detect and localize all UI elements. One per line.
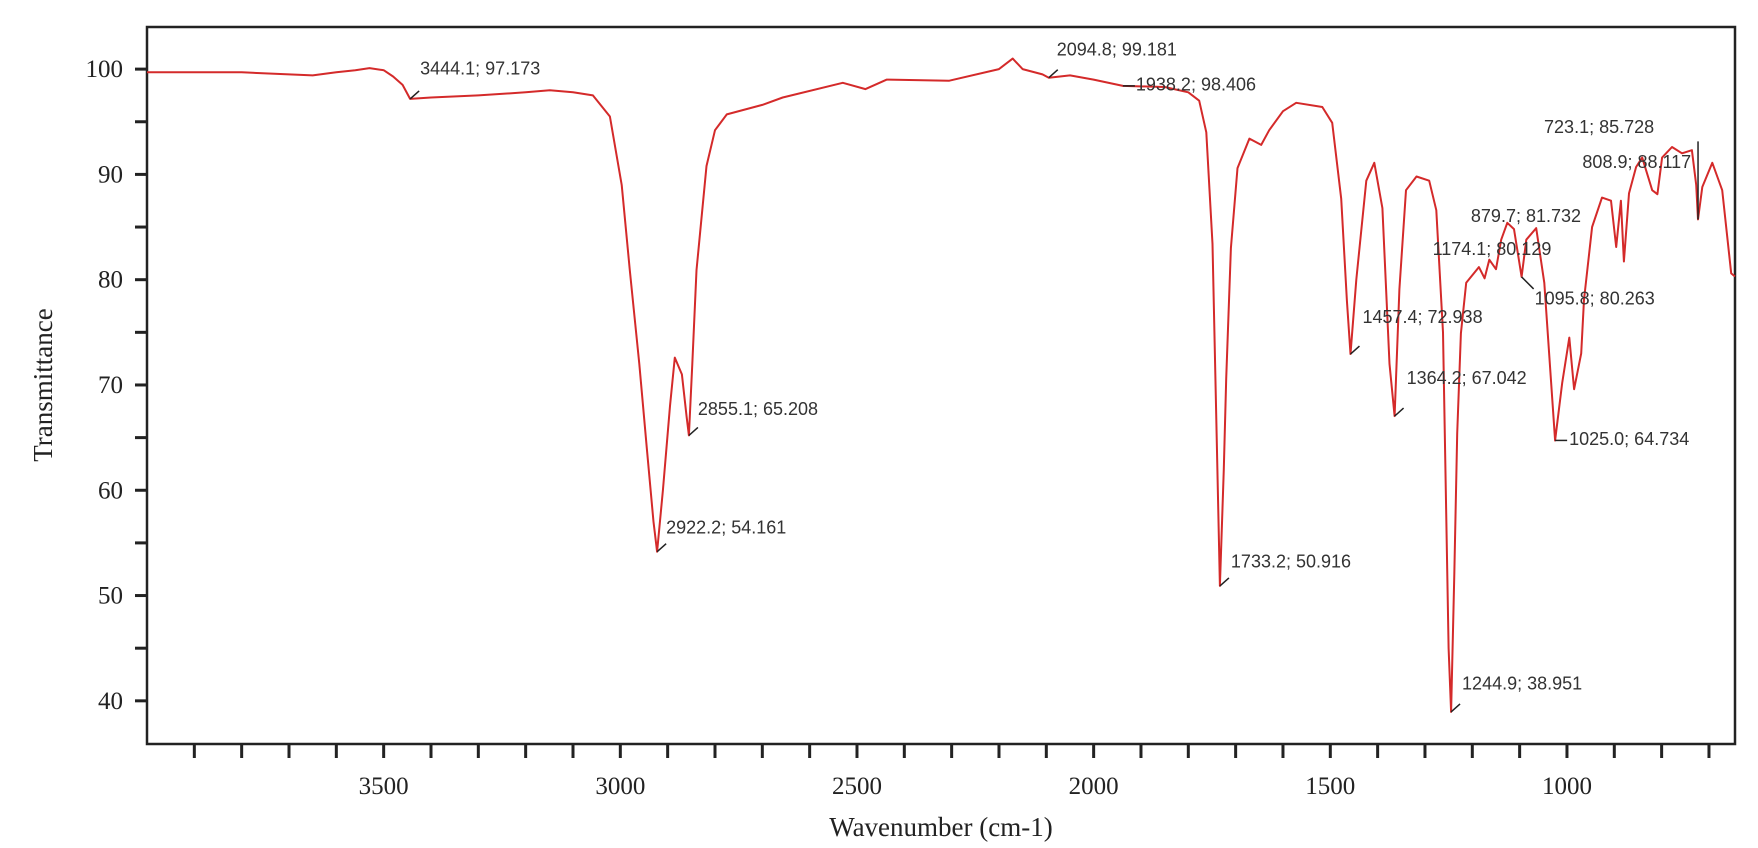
annotation-label: 808.9; 88.117	[1582, 152, 1691, 172]
x-tick-label: 2500	[832, 773, 882, 800]
annotation-label: 1457.4; 72.938	[1362, 307, 1482, 327]
annotation-label: 723.1; 85.728	[1544, 117, 1654, 137]
y-tick-label: 70	[98, 372, 123, 399]
annotation-label: 2922.2; 54.161	[666, 517, 786, 537]
peak-annotation: 808.9; 88.117	[1582, 152, 1691, 172]
annotation-leader	[688, 426, 699, 436]
peak-annotation: 879.7; 81.732	[1471, 206, 1581, 226]
annotation-label: 1174.1; 80.129	[1433, 239, 1552, 259]
y-tick-label: 100	[86, 56, 124, 83]
y-tick-label: 50	[98, 583, 123, 610]
peak-annotation: 2855.1; 65.208	[688, 399, 818, 436]
x-tick-label: 3000	[595, 773, 645, 800]
x-tick-label: 3500	[359, 773, 409, 800]
peak-annotation: 1938.2; 98.406	[1122, 75, 1256, 95]
peak-annotations: 3444.1; 97.173 2922.2; 54.161 2855.1; 65.2…	[409, 39, 1699, 713]
x-tick-label: 2000	[1069, 773, 1119, 800]
annotation-label: 2855.1; 65.208	[698, 399, 818, 419]
x-axis: 3500 3000 2500 2000 1500 1000	[192, 744, 1711, 800]
annotation-label: 1244.9; 38.951	[1462, 674, 1582, 694]
peak-annotation: 2094.8; 99.181	[1048, 39, 1177, 79]
annotation-label: 1364.2; 67.042	[1407, 368, 1527, 388]
y-tick-label: 60	[98, 477, 123, 504]
peak-annotation: 1025.0; 64.734	[1555, 429, 1689, 449]
annotation-label: 3444.1; 97.173	[420, 59, 540, 79]
annotation-leader	[1450, 703, 1461, 713]
annotation-leader	[1349, 345, 1360, 355]
annotation-label: 2094.8; 99.181	[1057, 39, 1177, 59]
x-axis-title: Wavenumber (cm-1)	[829, 812, 1052, 842]
y-tick-label: 40	[98, 688, 123, 715]
annotation-label: 879.7; 81.732	[1471, 206, 1581, 226]
peak-annotation: 1174.1; 80.129	[1433, 239, 1552, 259]
y-axis-title: Transmittance	[28, 308, 58, 461]
annotation-leader	[1394, 407, 1405, 417]
annotation-leader	[656, 543, 667, 553]
peak-annotation: 1457.4; 72.938	[1349, 307, 1483, 355]
spectrum-line	[147, 57, 1736, 713]
peak-annotation: 723.1; 85.728	[1544, 117, 1699, 220]
peak-annotation: 1364.2; 67.042	[1394, 368, 1527, 417]
annotation-leader	[1521, 276, 1535, 290]
annotation-label: 1733.2; 50.916	[1231, 552, 1351, 572]
y-tick-label: 90	[98, 161, 123, 188]
peak-annotation: 3444.1; 97.173	[409, 59, 540, 100]
y-axis: 100 90 80 70 60 50 40	[86, 56, 147, 715]
peak-annotation: 1733.2; 50.916	[1219, 552, 1351, 587]
annotation-leader	[409, 90, 420, 100]
annotation-label: 1938.2; 98.406	[1136, 75, 1256, 95]
annotation-label: 1095.8; 80.263	[1535, 289, 1655, 309]
x-tick-label: 1000	[1542, 773, 1592, 800]
peak-annotation: 1095.8; 80.263	[1521, 276, 1655, 309]
annotation-label: 1025.0; 64.734	[1569, 429, 1689, 449]
annotation-leader	[1219, 577, 1230, 587]
annotation-leader	[1048, 69, 1059, 79]
x-tick-label: 1500	[1305, 773, 1355, 800]
y-tick-label: 80	[98, 267, 123, 294]
peak-annotation: 2922.2; 54.161	[656, 517, 786, 553]
peak-annotation: 1244.9; 38.951	[1450, 674, 1582, 713]
